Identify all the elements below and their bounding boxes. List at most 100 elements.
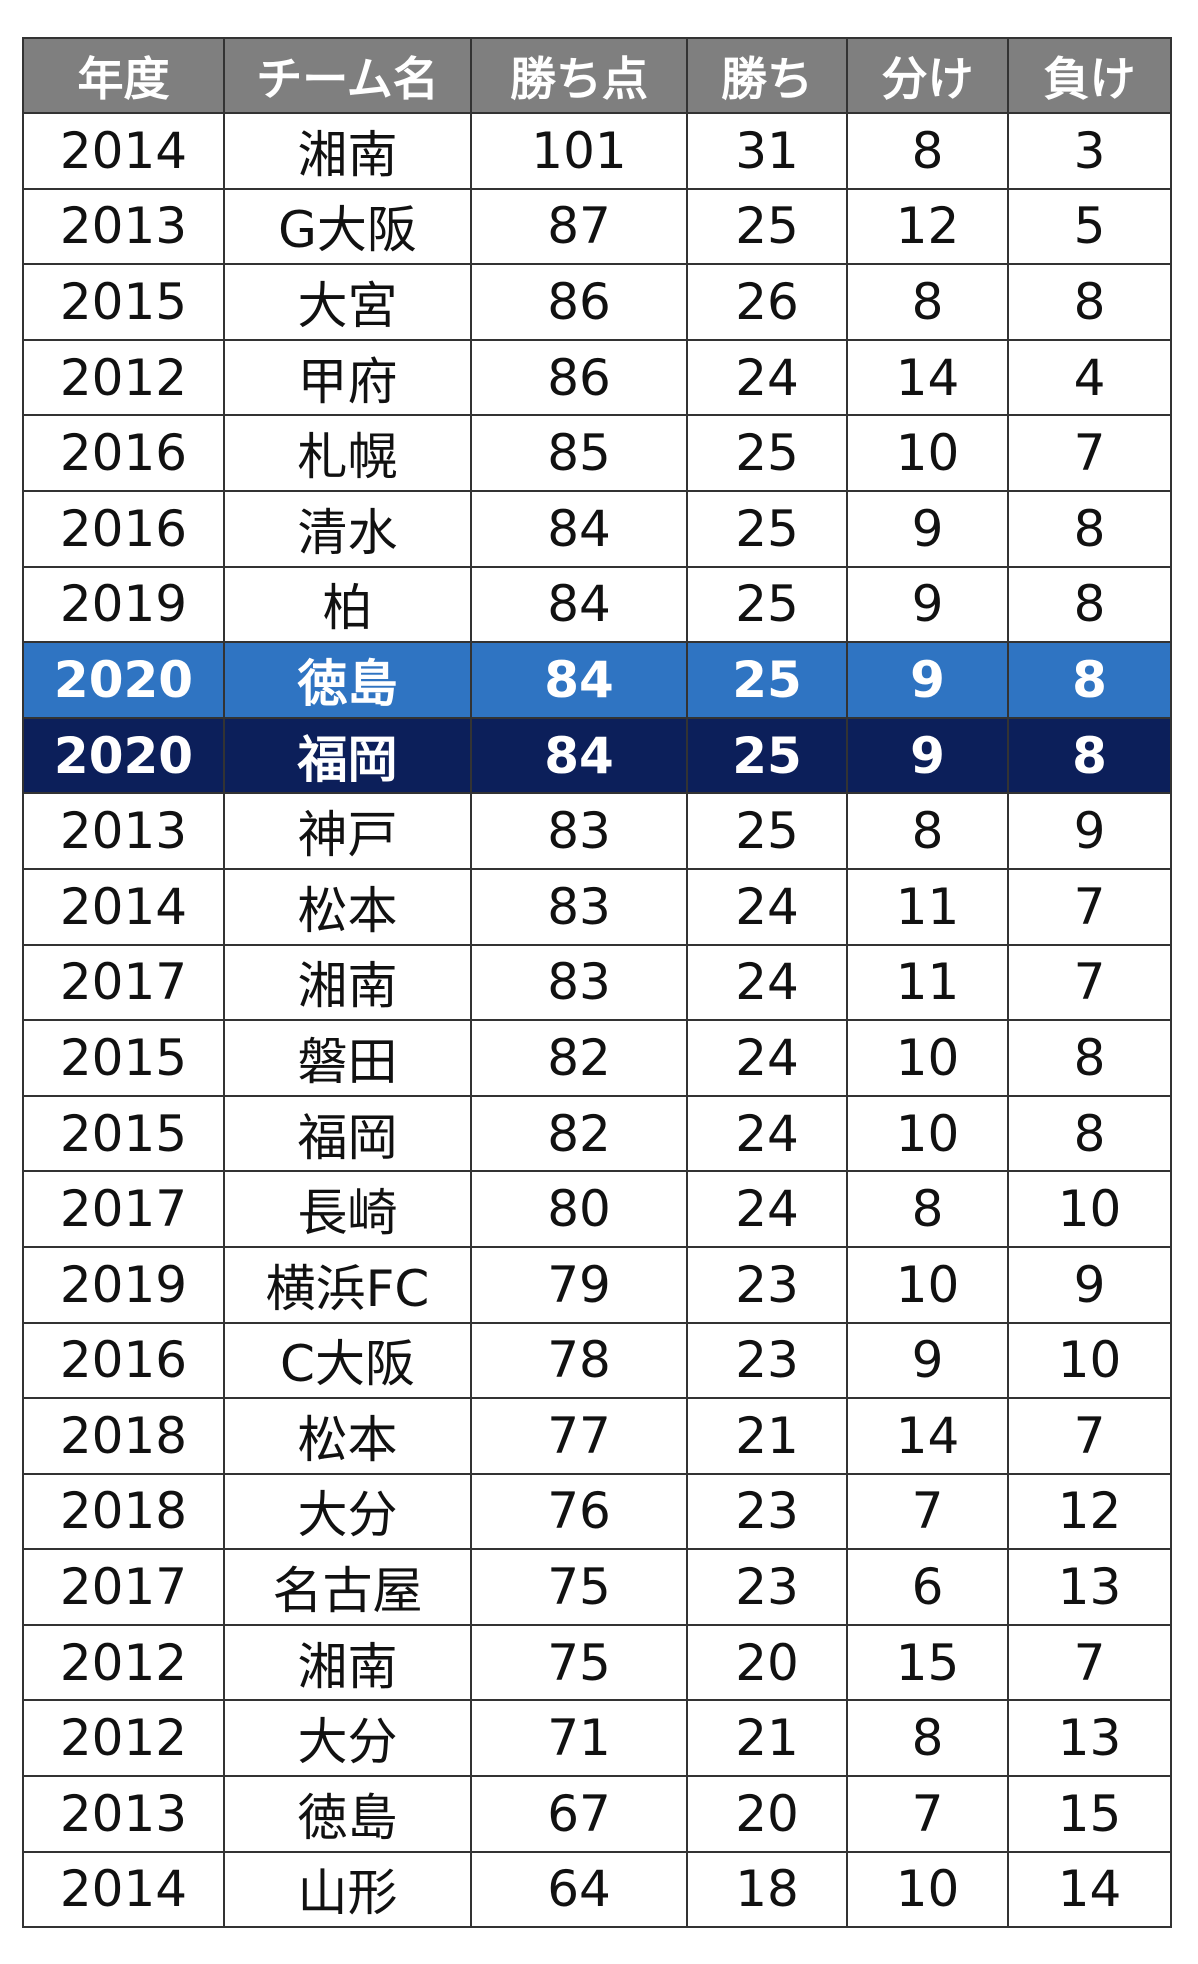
cell-losses: 8 [1007,1019,1172,1097]
table-row: 2013 徳島 67 20 7 15 [22,1775,1172,1853]
cell-team: 長崎 [223,1170,472,1248]
cell-year: 2018 [22,1472,225,1551]
cell-losses: 10 [1007,1170,1172,1248]
cell-losses: 7 [1007,414,1172,492]
cell-points: 67 [470,1775,688,1853]
cell-wins: 24 [686,338,848,417]
cell-year: 2014 [22,112,225,190]
cell-losses: 9 [1007,1245,1172,1324]
header-draws: 分け [846,37,1009,114]
table-row: 2019 柏 84 25 9 8 [22,565,1172,644]
table-row: 2018 松本 77 21 14 7 [22,1397,1172,1475]
cell-points: 64 [470,1850,688,1929]
table-row: 2016 C大阪 78 23 9 10 [22,1321,1172,1400]
cell-draws: 10 [846,414,1009,492]
cell-losses: 7 [1007,943,1172,1022]
cell-year: 2016 [22,1321,225,1400]
cell-losses: 8 [1007,1094,1172,1173]
cell-losses: 13 [1007,1699,1172,1778]
table-row: 2017 湘南 83 24 11 7 [22,943,1172,1022]
cell-year: 2015 [22,1019,225,1097]
cell-wins: 24 [686,1170,848,1248]
cell-draws: 8 [846,792,1009,870]
cell-wins: 24 [686,867,848,946]
table-row: 2019 横浜FC 79 23 10 9 [22,1245,1172,1324]
header-losses: 負け [1007,37,1172,114]
cell-team: 大宮 [223,263,472,341]
cell-team: 松本 [223,867,472,946]
cell-draws: 9 [846,489,1009,568]
cell-year: 2020 [22,641,225,719]
cell-draws: 10 [846,1094,1009,1173]
cell-wins: 25 [686,641,848,719]
cell-year: 2017 [22,1548,225,1626]
cell-points: 84 [470,641,688,719]
cell-wins: 25 [686,716,848,795]
cell-wins: 23 [686,1472,848,1551]
cell-losses: 8 [1007,716,1172,795]
cell-year: 2013 [22,187,225,266]
cell-losses: 8 [1007,565,1172,644]
table-row: 2012 甲府 86 24 14 4 [22,338,1172,417]
table-row: 2014 山形 64 18 10 14 [22,1850,1172,1929]
cell-team: 札幌 [223,414,472,492]
cell-year: 2013 [22,792,225,870]
header-team: チーム名 [223,37,472,114]
table-row: 2015 磐田 82 24 10 8 [22,1019,1172,1097]
cell-draws: 8 [846,1170,1009,1248]
cell-team: 名古屋 [223,1548,472,1626]
cell-wins: 23 [686,1321,848,1400]
cell-team: 徳島 [223,1775,472,1853]
cell-losses: 3 [1007,112,1172,190]
cell-draws: 9 [846,716,1009,795]
cell-points: 76 [470,1472,688,1551]
cell-draws: 14 [846,338,1009,417]
cell-year: 2019 [22,1245,225,1324]
cell-year: 2018 [22,1397,225,1475]
cell-losses: 7 [1007,1397,1172,1475]
cell-draws: 7 [846,1775,1009,1853]
cell-losses: 7 [1007,1623,1172,1702]
cell-draws: 10 [846,1850,1009,1929]
cell-team: 湘南 [223,112,472,190]
table-row: 2014 松本 83 24 11 7 [22,867,1172,946]
cell-draws: 9 [846,1321,1009,1400]
cell-team: 山形 [223,1850,472,1929]
cell-draws: 11 [846,867,1009,946]
cell-points: 78 [470,1321,688,1400]
cell-points: 83 [470,943,688,1022]
table-row: 2017 名古屋 75 23 6 13 [22,1548,1172,1626]
cell-draws: 11 [846,943,1009,1022]
cell-points: 86 [470,338,688,417]
table-row: 2013 神戸 83 25 8 9 [22,792,1172,870]
cell-year: 2016 [22,414,225,492]
cell-wins: 21 [686,1699,848,1778]
cell-losses: 8 [1007,489,1172,568]
cell-draws: 8 [846,1699,1009,1778]
cell-team: 神戸 [223,792,472,870]
cell-wins: 24 [686,1094,848,1173]
cell-wins: 25 [686,792,848,870]
cell-points: 75 [470,1623,688,1702]
cell-team: 磐田 [223,1019,472,1097]
cell-wins: 25 [686,489,848,568]
cell-losses: 8 [1007,263,1172,341]
cell-year: 2014 [22,867,225,946]
cell-team: 甲府 [223,338,472,417]
cell-team: 福岡 [223,716,472,795]
cell-points: 82 [470,1019,688,1097]
cell-points: 85 [470,414,688,492]
cell-wins: 23 [686,1548,848,1626]
cell-wins: 25 [686,187,848,266]
cell-team: 清水 [223,489,472,568]
table-row: 2020 福岡 84 25 9 8 [22,716,1172,795]
cell-losses: 4 [1007,338,1172,417]
table-row: 2013 G大阪 87 25 12 5 [22,187,1172,266]
cell-draws: 15 [846,1623,1009,1702]
table-row: 2012 湘南 75 20 15 7 [22,1623,1172,1702]
header-points: 勝ち点 [470,37,688,114]
table-row: 2014 湘南 101 31 8 3 [22,112,1172,190]
cell-draws: 7 [846,1472,1009,1551]
cell-wins: 24 [686,1019,848,1097]
cell-points: 101 [470,112,688,190]
